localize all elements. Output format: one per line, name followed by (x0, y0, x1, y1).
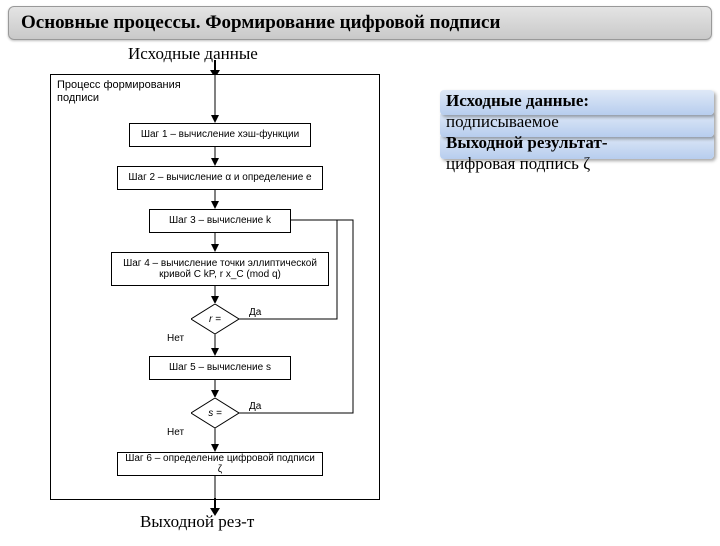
arrow-out-bottom (209, 498, 221, 516)
d2-yes: Да (249, 401, 261, 412)
step-6: Шаг 6 – определение цифровой подписи ζ (117, 452, 323, 476)
conn-d1-5 (209, 334, 221, 356)
input-data-label: Исходные данные (128, 44, 258, 64)
rp-line2: подписываемое (446, 112, 559, 131)
conn-2-3 (209, 188, 221, 209)
conn-3-4 (209, 231, 221, 252)
step-1: Шаг 1 – вычисление хэш-функции (129, 123, 311, 147)
output-result-label: Выходной рез-т (140, 512, 254, 532)
step-2: Шаг 2 – вычисление α и определение e (117, 166, 323, 190)
conn-6-out (209, 474, 221, 499)
right-panel-text: Исходные данные: подписываемое Выходной … (446, 90, 704, 174)
conn-1-2 (209, 145, 221, 166)
d1-yes: Да (249, 307, 261, 318)
rp-line3: Выходной результат- (446, 133, 607, 152)
d2-no: Нет (167, 427, 184, 438)
flow-frame-title: Процесс формирования подписи (57, 79, 181, 104)
step-4: Шаг 4 – вычисление точки эллиптической к… (111, 252, 329, 286)
conn-top (209, 75, 221, 123)
decision-r: r = (191, 304, 239, 334)
rp-line4: цифровая подпись ζ (446, 154, 590, 173)
conn-d2-6 (209, 428, 221, 452)
decision-s-label: s = (191, 398, 239, 428)
conn-5-d2 (209, 378, 221, 398)
d1-no: Нет (167, 333, 184, 344)
rp-line1: Исходные данные: (446, 91, 589, 110)
flowchart-frame: Процесс формирования подписи Ша (50, 74, 380, 500)
slide-title: Основные процессы. Формирование цифровой… (8, 6, 712, 40)
step-3: Шаг 3 – вычисление k (149, 209, 291, 233)
step-5: Шаг 5 – вычисление s (149, 356, 291, 380)
decision-r-label: r = (191, 304, 239, 334)
decision-s: s = (191, 398, 239, 428)
conn-4-d1 (209, 284, 221, 304)
